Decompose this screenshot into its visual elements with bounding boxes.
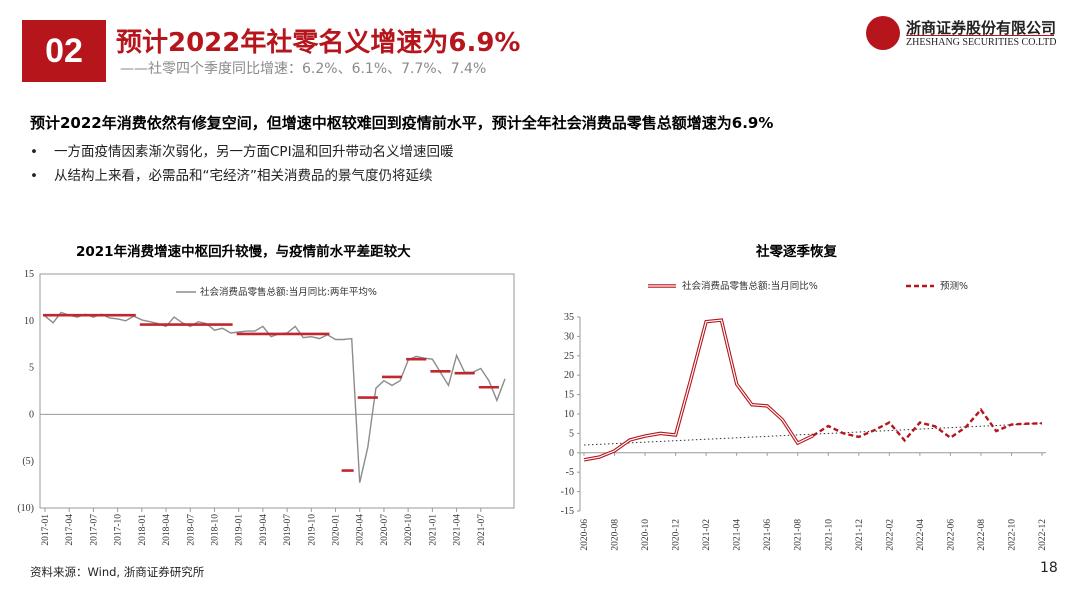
x-tick-label: 2020-10 [641, 519, 651, 551]
logo-divider [906, 35, 1054, 36]
x-tick-label: 2021-10 [824, 519, 834, 551]
y-tick-label: 0 [29, 409, 34, 420]
y-tick-label: 30 [564, 331, 574, 342]
x-tick-label: 2018-10 [210, 514, 220, 546]
y-tick-label: -5 [566, 467, 574, 478]
series-line-actual-outer [583, 318, 814, 462]
legend-label-forecast: 预测% [940, 281, 968, 292]
y-tick-label: (5) [22, 456, 34, 467]
source-note: 资料来源：Wind, 浙商证券研究所 [30, 565, 205, 579]
x-tick-label: 2018-07 [186, 514, 196, 546]
x-tick-label: 2022-02 [885, 519, 895, 551]
x-tick-label: 2017-04 [65, 514, 75, 546]
bullet-dot-icon: • [30, 168, 38, 184]
x-tick-label: 2017-01 [41, 514, 51, 546]
y-tick-label: 15 [564, 390, 574, 401]
legend-label-actual: 社会消费品零售总额:当月同比% [682, 280, 818, 292]
bullet-dot-icon: • [30, 144, 38, 160]
y-tick-label: (10) [17, 503, 34, 514]
x-tick-label: 2021-02 [702, 519, 712, 551]
bullet-text: 从结构上来看，必需品和“宅经济”相关消费品的景气度仍将延续 [54, 168, 433, 184]
y-tick-label: 35 [564, 312, 574, 323]
y-tick-label: 5 [29, 363, 34, 374]
x-tick-label: 2019-01 [235, 514, 245, 546]
trend-line [583, 422, 1043, 446]
x-tick-label: 2018-01 [138, 514, 148, 546]
company-name-cn: 浙商证券股份有限公司 [906, 19, 1057, 37]
y-tick-label: 15 [24, 269, 34, 280]
x-tick-label: 2019-10 [307, 514, 317, 546]
x-tick-label: 2020-01 [332, 514, 342, 546]
x-tick-label: 2017-10 [114, 514, 124, 546]
x-tick-label: 2020-04 [356, 514, 366, 546]
x-tick-label: 2021-07 [477, 514, 487, 546]
x-tick-label: 2022-10 [1007, 519, 1017, 551]
page-number: 18 [1040, 560, 1058, 576]
company-name-en: ZHESHANG SECURITIES CO.LTD [906, 37, 1057, 48]
x-tick-label: 2021-12 [855, 519, 865, 551]
chart-title-left: 2021年消费增速中枢回升较慢，与疫情前水平差距较大 [76, 244, 411, 260]
series-line-actual-inner [583, 319, 814, 461]
series-line-two-year-avg [44, 311, 506, 483]
x-tick-label: 2019-07 [283, 514, 293, 546]
plot-frame [39, 273, 515, 509]
y-tick-label: 10 [24, 316, 34, 327]
x-tick-label: 2021-04 [453, 514, 463, 546]
x-tick-label: 2019-04 [259, 514, 269, 546]
x-tick-label: 2020-12 [672, 519, 682, 551]
x-tick-label: 2022-12 [1038, 519, 1048, 551]
bullet-item: • 一方面疫情因素渐次弱化，另一方面CPI温和回升带动名义增速回暖 [30, 140, 454, 160]
legend-label: 社会消费品零售总额:当月同比:两年平均% [200, 286, 377, 298]
x-tick-label: 2022-06 [946, 519, 956, 551]
y-tick-label: 0 [569, 448, 574, 459]
x-tick-label: 2020-08 [611, 519, 621, 551]
y-tick-label: 25 [564, 351, 574, 362]
x-tick-label: 2017-07 [89, 514, 99, 546]
x-tick-label: 2018-04 [162, 514, 172, 546]
x-tick-label: 2021-06 [763, 519, 773, 551]
x-tick-label: 2020-06 [580, 519, 590, 551]
page-subtitle: ——社零四个季度同比增速：6.2%、6.1%、7.7%、7.4% [120, 61, 487, 77]
x-tick-label: 2020-10 [404, 514, 414, 546]
y-tick-label: 10 [564, 409, 574, 420]
y-tick-label: -10 [561, 487, 574, 498]
y-tick-label: 20 [564, 370, 574, 381]
summary-headline: 预计2022年消费依然有修复空间，但增速中枢较难回到疫情前水平，预计全年社会消费… [30, 114, 774, 132]
chart-title-right: 社零逐季恢复 [756, 244, 837, 260]
x-tick-label: 2021-01 [428, 514, 438, 546]
x-tick-label: 2020-07 [380, 514, 390, 546]
page-title: 预计2022年社零名义增速为6.9% [116, 28, 521, 58]
y-tick-label: 5 [569, 428, 574, 439]
y-tick-label: -15 [561, 506, 574, 517]
section-badge: 02 [22, 20, 106, 82]
series-line-forecast [812, 407, 1043, 443]
x-tick-label: 2022-08 [977, 519, 987, 551]
company-logo-icon [866, 16, 900, 50]
bullet-text: 一方面疫情因素渐次弱化，另一方面CPI温和回升带动名义增速回暖 [54, 144, 454, 160]
bullet-item: • 从结构上来看，必需品和“宅经济”相关消费品的景气度仍将延续 [30, 164, 433, 184]
x-tick-label: 2021-04 [733, 519, 743, 551]
x-tick-label: 2021-08 [794, 519, 804, 551]
x-tick-label: 2022-04 [916, 519, 926, 551]
